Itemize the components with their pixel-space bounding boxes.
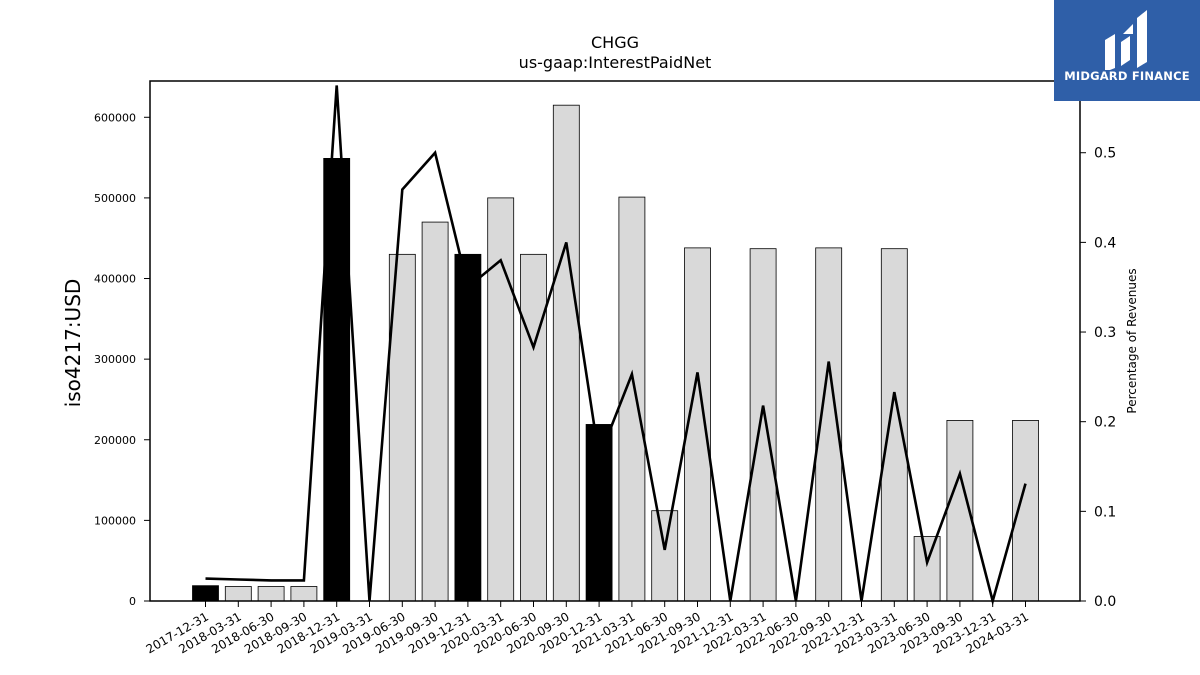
- bar: [913, 536, 941, 602]
- y2-tick-label: 0.2: [1094, 415, 1116, 431]
- y2-tick-label: 0.4: [1094, 235, 1116, 251]
- y2-tick-label: 0.5: [1094, 146, 1116, 162]
- bar: [520, 253, 547, 602]
- brand-logo: MIDGARD FINANCE: [1054, 0, 1200, 101]
- y-tick-label: 400000: [94, 273, 136, 286]
- bar: [880, 248, 908, 602]
- bar: [257, 586, 285, 602]
- percentage-line: [205, 85, 1027, 607]
- plot-frame: [149, 80, 1081, 602]
- bar: [487, 197, 515, 602]
- bars-group: [192, 104, 1039, 602]
- y2-axis-label: Percentage of Revenues: [1125, 268, 1139, 413]
- bar: [749, 248, 777, 602]
- x-axis-ticks: 2017-12-312018-03-312018-06-302018-09-30…: [144, 601, 1031, 656]
- y2-tick-label: 0.1: [1094, 504, 1116, 520]
- y2-axis-ticks: 0.0 0.1 0.2 0.3 0.4 0.5: [1080, 146, 1116, 610]
- y-tick-label: 0: [129, 595, 136, 608]
- logo-mark-icon: [1105, 10, 1147, 70]
- chart-title: CHGG: [591, 33, 639, 52]
- y-axis-ticks: 0 100000 200000 300000 400000 500000 600000: [94, 111, 150, 608]
- y-tick-label: 100000: [94, 514, 136, 527]
- bar: [192, 585, 219, 602]
- logo-text: MIDGARD FINANCE: [1064, 69, 1190, 83]
- bar: [290, 586, 318, 602]
- y-tick-label: 200000: [94, 434, 136, 447]
- y-tick-label: 600000: [94, 111, 136, 124]
- bar: [552, 104, 580, 602]
- bar: [651, 510, 679, 602]
- chart-subtitle: us-gaap:InterestPaidNet: [519, 53, 712, 72]
- y-tick-label: 300000: [94, 353, 136, 366]
- y-axis-label: iso4217:USD: [61, 279, 85, 408]
- bar: [454, 253, 482, 602]
- bar: [1012, 420, 1039, 602]
- y-tick-label: 500000: [94, 192, 136, 205]
- y2-tick-label: 0.3: [1094, 325, 1116, 341]
- bar: [421, 221, 449, 602]
- bar: [224, 586, 252, 602]
- y2-tick-label: 0.0: [1094, 594, 1116, 610]
